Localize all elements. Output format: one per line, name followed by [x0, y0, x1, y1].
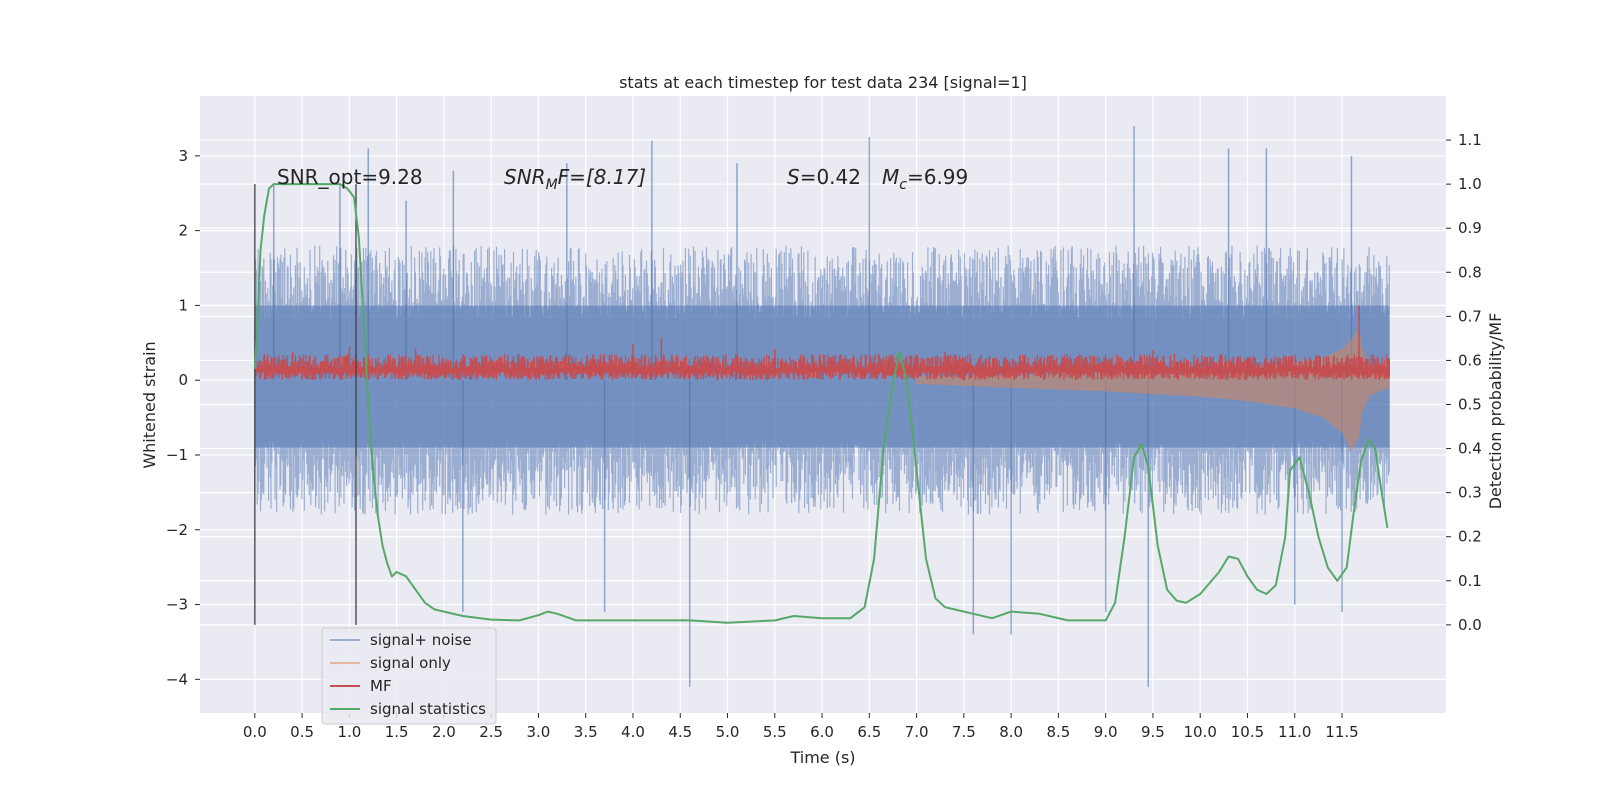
annotation-mc-sub: c: [899, 177, 907, 193]
legend-label-signal-only: signal only: [370, 654, 451, 672]
annotation-snr-mf-sub: M: [546, 177, 558, 193]
y2-tick-label: 0.0: [1458, 616, 1482, 634]
y2-tick-label: 0.9: [1458, 219, 1482, 237]
legend-label-mf: MF: [370, 677, 392, 695]
x-tick-label: 11.5: [1325, 723, 1358, 741]
annotation-mc: Mc=6.99: [882, 165, 968, 193]
x-tick-label: 4.5: [668, 723, 692, 741]
annotation-s-label: S: [787, 165, 800, 189]
x-tick-label: 8.5: [1046, 723, 1070, 741]
x-tick-label: 1.5: [385, 723, 409, 741]
vertical-markers: [254, 184, 357, 625]
x-tick-label: 9.0: [1094, 723, 1118, 741]
y2-tick-label: 0.5: [1458, 396, 1482, 414]
y2-axis-label: Detection probability/MF: [1486, 313, 1505, 510]
y2-axis-ticks: 1.1 1.0 0.9 0.8 0.7 0.6 0.5 0.4 0.3 0.2 0.1 0.0: [1446, 131, 1482, 634]
legend-label-signal-statistics: signal statistics: [370, 700, 486, 718]
y2-tick-label: 0.6: [1458, 351, 1482, 369]
annotation-mc-label: M: [882, 165, 899, 189]
y-tick-label: −3: [166, 596, 188, 614]
legend: signal+ noise signal only MF signal stat…: [321, 627, 497, 725]
x-tick-label: 8.0: [999, 723, 1023, 741]
x-axis-label: Time (s): [789, 748, 855, 767]
y2-tick-label: 0.2: [1458, 528, 1482, 546]
x-tick-label: 6.0: [810, 723, 834, 741]
x-tick-label: 3.5: [574, 723, 598, 741]
x-tick-label: 1.0: [337, 723, 361, 741]
x-tick-label: 10.0: [1184, 723, 1217, 741]
y2-tick-label: 0.3: [1458, 484, 1482, 502]
x-tick-label: 3.0: [527, 723, 551, 741]
x-tick-label: 9.5: [1141, 723, 1165, 741]
legend-label-signal-noise: signal+ noise: [370, 631, 472, 649]
x-tick-label: 10.5: [1231, 723, 1264, 741]
y-tick-label: 3: [178, 147, 188, 165]
legend-box: [321, 627, 497, 725]
annotation-snr-mf-rest: F=[8.17]: [558, 165, 646, 189]
y-tick-label: 1: [178, 296, 188, 314]
series-signal-only: [916, 327, 1390, 452]
x-tick-label: 0.0: [243, 723, 267, 741]
annotation-snr-opt: SNR_opt=9.28: [277, 165, 423, 189]
y-axis-ticks: 3 2 1 0 −1 −2 −3 −4: [166, 147, 200, 688]
y2-tick-label: 1.1: [1458, 131, 1482, 149]
x-tick-label: 5.5: [763, 723, 787, 741]
y2-tick-label: 0.1: [1458, 572, 1482, 590]
x-axis-ticks: 0.0 0.5 1.0 1.5 2.0 2.5 3.0 3.5 4.0 4.5 5.0 5.5 6.0 6…: [243, 713, 1359, 741]
x-tick-label: 0.5: [290, 723, 314, 741]
x-tick-label: 6.5: [857, 723, 881, 741]
signal-statistics-line: [253, 183, 1389, 624]
chart-title: stats at each timestep for test data 234…: [619, 73, 1027, 92]
x-tick-label: 4.0: [621, 723, 645, 741]
signal-only-band: [916, 327, 1390, 452]
x-tick-label: 2.5: [479, 723, 503, 741]
annotation-snr-mf: SNRMF=[8.17]: [504, 165, 646, 193]
x-tick-label: 11.0: [1278, 723, 1311, 741]
series-signal-statistics: [253, 183, 1389, 624]
annotation-snr-mf-label: SNR: [504, 165, 546, 189]
y-axis-label: Whitened strain: [140, 341, 159, 468]
y-tick-label: 0: [178, 371, 188, 389]
x-tick-label: 2.0: [432, 723, 456, 741]
y2-tick-label: 1.0: [1458, 175, 1482, 193]
annotation-s: S=0.42: [787, 165, 861, 189]
y-tick-label: −2: [166, 521, 188, 539]
x-tick-label: 5.0: [716, 723, 740, 741]
y2-tick-label: 0.7: [1458, 307, 1482, 325]
x-tick-label: 7.5: [952, 723, 976, 741]
annotation-s-value: =0.42: [800, 165, 861, 189]
y2-tick-label: 0.8: [1458, 263, 1482, 281]
x-tick-label: 7.0: [905, 723, 929, 741]
y2-tick-label: 0.4: [1458, 440, 1482, 458]
annotation-mc-value: =6.99: [907, 165, 968, 189]
y-tick-label: −4: [166, 670, 188, 688]
y-tick-label: 2: [178, 222, 188, 240]
y-tick-label: −1: [166, 446, 188, 464]
